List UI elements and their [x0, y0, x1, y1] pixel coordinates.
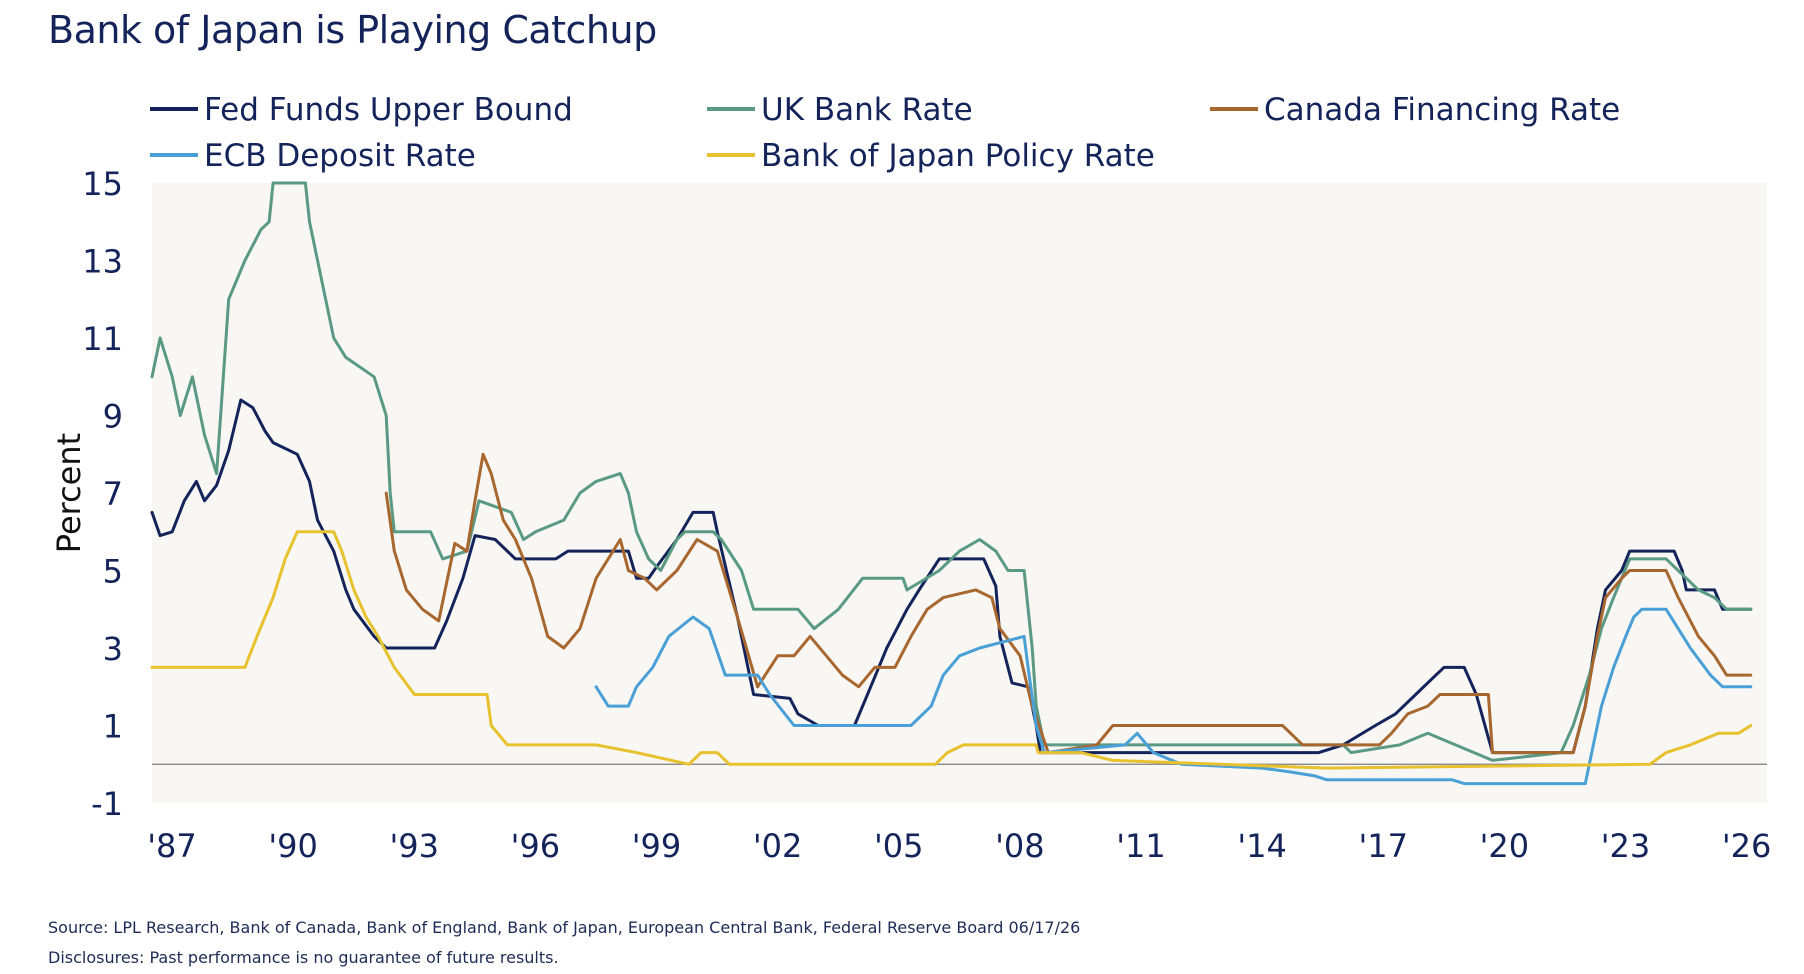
x-tick-label: '96 [511, 827, 561, 865]
y-tick-label: 9 [103, 398, 123, 436]
x-tick-label: '26 [1722, 827, 1772, 865]
x-tick-label: '87 [147, 827, 197, 865]
y-tick-label: 7 [103, 475, 123, 513]
x-tick-label: '08 [995, 827, 1045, 865]
chart-title: Bank of Japan is Playing Catchup [48, 8, 657, 52]
x-tick-label: '23 [1601, 827, 1651, 865]
source-note: Source: LPL Research, Bank of Canada, Ba… [48, 918, 1081, 937]
x-tick-label: '20 [1480, 827, 1530, 865]
x-tick-label: '05 [874, 827, 924, 865]
x-tick-label: '11 [1116, 827, 1166, 865]
x-tick-label: '99 [632, 827, 682, 865]
y-tick-label: 15 [82, 165, 123, 203]
y-tick-label: 1 [103, 708, 123, 746]
x-tick-label: '14 [1237, 827, 1287, 865]
series-line [150, 530, 1753, 770]
legend-label: Canada Financing Rate [1264, 92, 1620, 128]
y-axis-label: Percent [50, 433, 88, 553]
legend-label: ECB Deposit Rate [204, 138, 476, 174]
series-line [150, 181, 1753, 762]
series-line [594, 607, 1753, 786]
disclosure-note: Disclosures: Past performance is no guar… [48, 948, 559, 967]
y-tick-label: -1 [91, 785, 123, 823]
series-line [384, 452, 1753, 755]
y-tick-label: 13 [82, 243, 123, 281]
x-tick-label: '90 [268, 827, 318, 865]
plot-area [152, 183, 1767, 803]
x-tick-label: '02 [753, 827, 803, 865]
legend-label: Bank of Japan Policy Rate [761, 138, 1155, 174]
x-tick-label: '93 [389, 827, 439, 865]
y-tick-label: 5 [103, 553, 123, 591]
y-tick-label: 3 [103, 630, 123, 668]
x-tick-label: '17 [1358, 827, 1408, 865]
legend-label: Fed Funds Upper Bound [204, 92, 573, 128]
legend-label: UK Bank Rate [761, 92, 973, 128]
y-tick-label: 11 [82, 320, 123, 358]
